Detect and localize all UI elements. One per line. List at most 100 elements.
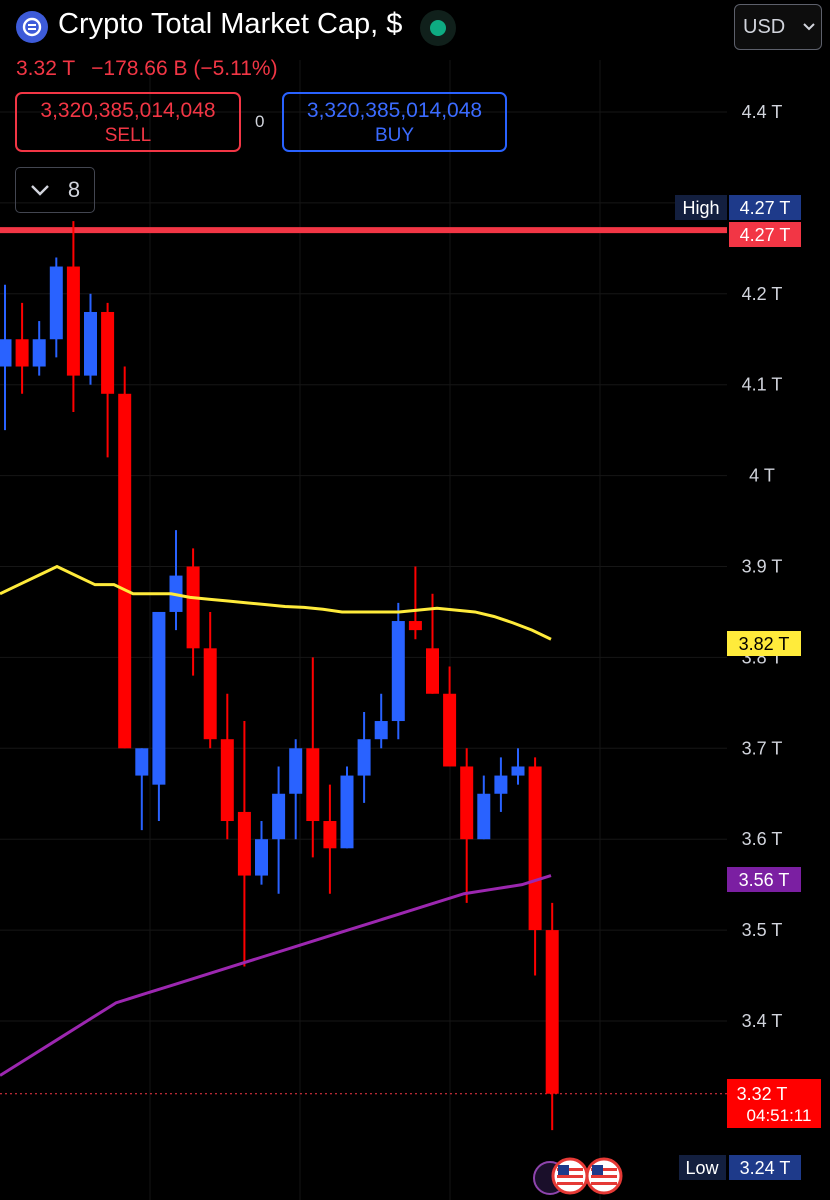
bar-countdown: 04:51:11 (747, 1106, 812, 1125)
price-tick-label: 4.4 T (742, 102, 783, 122)
symbol-title[interactable]: Crypto Total Market Cap, $ (58, 8, 403, 40)
crypto-logo-icon (16, 11, 48, 43)
candle-body (203, 648, 217, 740)
high-tag-bg (675, 195, 727, 220)
candle-body (66, 266, 80, 376)
high-tag-label: High (682, 198, 719, 218)
candle-body (84, 311, 97, 376)
high-tag-value-bg (729, 195, 801, 220)
price-tick-label: 4.1 T (742, 375, 783, 395)
candle-body (135, 748, 149, 776)
candle-body (426, 648, 439, 694)
price-tick-label: 3.9 T (742, 557, 783, 577)
candle-body (340, 775, 354, 849)
candle (477, 775, 491, 840)
us-flag-event-icon[interactable] (551, 1157, 589, 1195)
candle (528, 757, 542, 976)
candle (135, 748, 149, 831)
ma-short-badge-bg (727, 631, 801, 656)
candle (357, 711, 371, 803)
candle (49, 257, 63, 358)
candle (186, 548, 200, 676)
sell-label: SELL (104, 125, 152, 146)
candle-body (186, 566, 200, 649)
currency-select[interactable]: USD (734, 4, 822, 50)
buy-price: 3,320,385,014,048 (306, 99, 483, 122)
candle-body (477, 793, 491, 840)
indicators-collapse-button[interactable]: 8 (15, 167, 95, 213)
candle-body (460, 766, 474, 840)
candle (340, 766, 354, 849)
candle (203, 611, 217, 749)
low-tag-bg (679, 1155, 726, 1180)
change-percent: (−5.11%) (193, 57, 278, 80)
candle-body (237, 811, 251, 876)
last-price-badge: 3.32 T (737, 1084, 788, 1104)
price-tick-label: 3.7 T (742, 738, 783, 758)
event-markers[interactable] (530, 1156, 630, 1200)
candle-body (255, 839, 268, 876)
buy-label: BUY (374, 125, 415, 146)
last-price-badge-bg (727, 1079, 821, 1128)
candle-body (272, 793, 286, 840)
chevron-down-icon (803, 23, 815, 31)
candle (391, 602, 405, 740)
price-tick-label: 3.5 T (742, 920, 783, 940)
candle-body (323, 821, 337, 849)
candle-body (545, 930, 559, 1094)
us-flag-event-icon[interactable] (585, 1157, 623, 1195)
candle-body (118, 393, 132, 749)
market-status-icon[interactable] (420, 10, 456, 46)
candle (408, 566, 422, 640)
price-tick-label: 4 T (749, 466, 775, 486)
low-tag-value: 3.24 T (740, 1158, 791, 1178)
price-tick-label: 3.6 T (742, 829, 783, 849)
candle (494, 757, 508, 812)
candle (220, 693, 234, 840)
price-badges: High 4.27 T 4.27 T 3.82 T 3.56 T 3.32 T … (675, 195, 821, 1180)
sell-button[interactable]: 3,320,385,014,048 SELL (15, 92, 241, 152)
candle-body (511, 766, 525, 776)
candle (15, 302, 29, 394)
ma-short-line (0, 564, 552, 641)
candle (0, 284, 12, 431)
chevron-down-icon (31, 185, 49, 196)
last-value: 3.32 T (16, 57, 76, 80)
candle (443, 666, 457, 767)
candle (323, 784, 337, 894)
ma-long-badge-bg (727, 867, 801, 892)
change-absolute: −178.66 B (91, 57, 188, 80)
candle-body (528, 766, 542, 931)
candle-body (32, 339, 46, 367)
candle-body (408, 621, 422, 631)
candle (169, 530, 183, 631)
candle (237, 721, 251, 967)
candle (511, 748, 525, 785)
candle-body (220, 739, 234, 822)
candle-body (152, 611, 166, 785)
candle (545, 902, 559, 1131)
candle-body (0, 339, 12, 367)
ma-long-line (0, 874, 552, 1077)
candle-body (391, 621, 405, 722)
high-line-badge-bg (729, 222, 801, 247)
candle (272, 766, 286, 894)
low-tag-label: Low (685, 1158, 719, 1178)
candle (460, 748, 474, 903)
spread-value: 0 (255, 112, 265, 131)
candle (66, 221, 80, 412)
high-line-badge: 4.27 T (740, 225, 791, 245)
currency-value: USD (743, 15, 786, 38)
candle-body (374, 721, 388, 740)
candle (152, 611, 166, 822)
high-tag-value: 4.27 T (740, 198, 791, 218)
price-axis[interactable]: 4.4 T4.3 T4.2 T4.1 T4 T3.9 T3.8 T3.7 T3.… (742, 102, 783, 1031)
candle-body (357, 739, 371, 776)
candle-body (15, 339, 29, 367)
candle (101, 302, 115, 458)
price-tick-label: 4.2 T (742, 284, 783, 304)
buy-button[interactable]: 3,320,385,014,048 BUY (282, 92, 507, 152)
candle (306, 657, 320, 858)
candle (255, 821, 268, 885)
